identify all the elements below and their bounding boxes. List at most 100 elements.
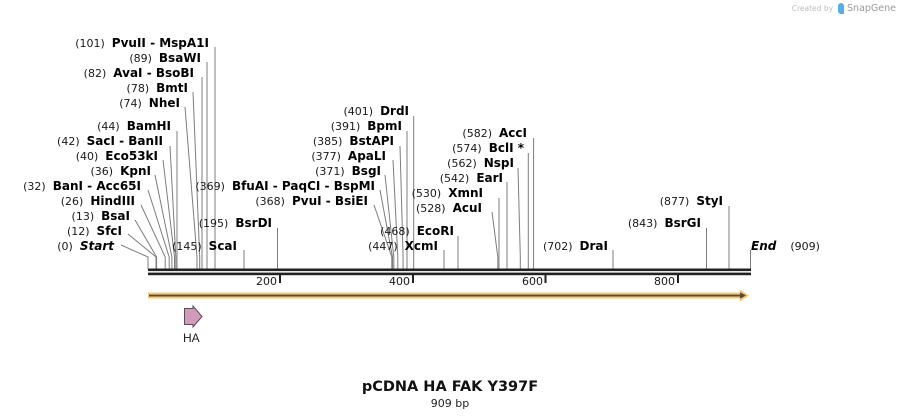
ruler-tick-label: 600	[522, 275, 543, 288]
cut-line	[140, 204, 166, 269]
enzyme-site-bani-acc65i[interactable]: (32) BanI - Acc65I	[23, 178, 141, 193]
ruler-tick-label: 800	[654, 275, 675, 288]
enzyme-site-bsrgi[interactable]: (843) BsrGI	[628, 215, 701, 230]
enzyme-site-nspi[interactable]: (562) NspI	[447, 155, 514, 170]
enzyme-site-acui[interactable]: (528) AcuI	[415, 200, 482, 215]
cut-line	[392, 159, 399, 269]
enzyme-name: SfcI	[96, 224, 122, 238]
enzyme-name: EarI	[476, 171, 503, 185]
enzyme-site-ecori[interactable]: (468) EcoRI	[380, 223, 454, 238]
cut-line	[384, 174, 395, 269]
enzyme-name: BamHI	[126, 119, 171, 133]
enzyme-site-drai[interactable]: (702) DraI	[543, 238, 608, 253]
enzyme-site-nhei[interactable]: (74) NheI	[119, 95, 180, 110]
cut-position: (377)	[311, 150, 341, 163]
sequence-ruler	[148, 268, 751, 283]
cut-line	[154, 174, 173, 269]
enzyme-site-bpmi[interactable]: (391) BpmI	[330, 118, 402, 133]
enzyme-site-eari[interactable]: (542) EarI	[439, 170, 503, 185]
enzyme-site-bsgi[interactable]: (371) BsgI	[315, 163, 381, 178]
cut-line	[517, 167, 521, 269]
enzyme-site-eco53ki[interactable]: (40) Eco53kI	[76, 148, 158, 163]
enzyme-site-xcmi[interactable]: (447) XcmI	[368, 238, 438, 253]
enzyme-site-bmti[interactable]: (78) BmtI	[127, 80, 188, 95]
cut-position: (401)	[343, 105, 374, 118]
enzyme-site-bcli[interactable]: (574) BclI *	[452, 140, 524, 155]
enzyme-name: PvuII - MspA1I	[111, 36, 209, 50]
cut-position: (26)	[60, 195, 84, 208]
enzyme-site-avai-bsobi[interactable]: (82) AvaI - BsoBI	[83, 65, 194, 80]
enzyme-name: BsaWI	[158, 51, 201, 65]
enzyme-site-saci-banii[interactable]: (42) SacI - BanII	[57, 133, 163, 148]
created-by-text: Created by	[791, 3, 834, 13]
enzyme-name: BfuAI - PaqCI - BspMI	[231, 179, 375, 193]
enzyme-site-xmni[interactable]: (530) XmnI	[411, 185, 483, 200]
cut-line	[162, 159, 175, 269]
enzyme-name: AvaI - BsoBI	[113, 66, 194, 80]
cut-line	[147, 189, 170, 269]
cut-position: (528)	[415, 202, 446, 215]
enzyme-name: NspI	[483, 156, 514, 170]
cut-position: (12)	[66, 225, 90, 238]
enzyme-name: AcuI	[452, 201, 482, 215]
brand-name: SnapGene	[847, 2, 896, 14]
snapgene-logo-icon	[838, 2, 845, 14]
enzyme-site-styi[interactable]: (877) StyI	[659, 193, 723, 208]
enzyme-name: Eco53kI	[105, 149, 158, 163]
enzyme-site-pvui-bsiei[interactable]: (368) PvuI - BsiEI	[255, 193, 368, 208]
enzyme-name: DraI	[579, 239, 608, 253]
enzyme-site-bsawi[interactable]: (89) BsaWI	[129, 50, 201, 65]
cut-position: (36)	[90, 165, 114, 178]
cut-position: (13)	[71, 210, 95, 223]
cut-position: (391)	[330, 120, 361, 133]
enzyme-site-bamhi[interactable]: (44) BamHI	[97, 118, 171, 133]
enzyme-site-scai[interactable]: (145) ScaI	[172, 238, 237, 253]
enzyme-name: XmnI	[448, 186, 483, 200]
sequence-end-label[interactable]: End (909)	[751, 238, 827, 253]
enzyme-name: EcoRI	[416, 224, 454, 238]
orf-arrow[interactable]	[148, 289, 749, 302]
enzyme-site-bfuai-paqci-bspmi[interactable]: (369) BfuAI - PaqCI - BspMI	[195, 178, 375, 193]
cut-position: (530)	[411, 187, 442, 200]
ruler-tick	[279, 275, 281, 283]
cut-position: (468)	[380, 225, 410, 238]
enzyme-site-bsrdi[interactable]: (195) BsrDI	[198, 215, 272, 230]
enzyme-name: ScaI	[208, 239, 237, 253]
cut-site-lines	[120, 47, 751, 269]
cut-line	[373, 204, 393, 269]
cut-position: (574)	[452, 142, 482, 155]
ha-feature-arrow-icon[interactable]	[184, 304, 203, 329]
enzyme-site-hindiii[interactable]: (26) HindIII	[60, 193, 135, 208]
enzyme-site-pvuii-mspa1i[interactable]: (101) PvuII - MspA1I	[75, 35, 209, 50]
cut-line	[491, 211, 499, 269]
cut-position: (32)	[23, 180, 46, 193]
enzyme-site-kpni[interactable]: (36) KpnI	[90, 163, 152, 178]
enzyme-name: BsrDI	[235, 216, 272, 230]
cut-position: (368)	[255, 195, 285, 208]
cut-position: (877)	[659, 195, 690, 208]
enzyme-site-drdi[interactable]: (401) DrdI	[343, 103, 409, 118]
cut-position: (82)	[83, 67, 107, 80]
cut-position: (542)	[439, 172, 470, 185]
start-position: (0)	[57, 240, 73, 253]
snapgene-branding: Created by SnapGene	[792, 2, 896, 14]
enzyme-site-bsai[interactable]: (13) BsaI	[71, 208, 130, 223]
enzyme-name: BpmI	[367, 119, 402, 133]
start-text: Start	[79, 239, 114, 253]
cut-line	[399, 145, 404, 269]
enzyme-name: BanI - Acc65I	[52, 179, 141, 193]
enzyme-site-acci[interactable]: (582) AccI	[462, 125, 527, 140]
ruler-tick	[544, 275, 547, 283]
enzyme-site-apali[interactable]: (377) ApaLI	[311, 148, 386, 163]
sequence-start-label[interactable]: (0) Start	[57, 238, 114, 253]
cut-line	[379, 189, 393, 269]
feature-label-ha[interactable]: HA	[183, 331, 200, 345]
cut-position: (89)	[129, 52, 152, 65]
enzyme-site-bstapi[interactable]: (385) BstAPI	[313, 133, 394, 148]
ruler-tick	[677, 275, 679, 283]
cut-position: (195)	[198, 217, 229, 230]
enzyme-site-sfci[interactable]: (12) SfcI	[66, 223, 122, 238]
enzyme-name: BsrGI	[664, 216, 701, 230]
cut-position: (562)	[447, 157, 477, 170]
